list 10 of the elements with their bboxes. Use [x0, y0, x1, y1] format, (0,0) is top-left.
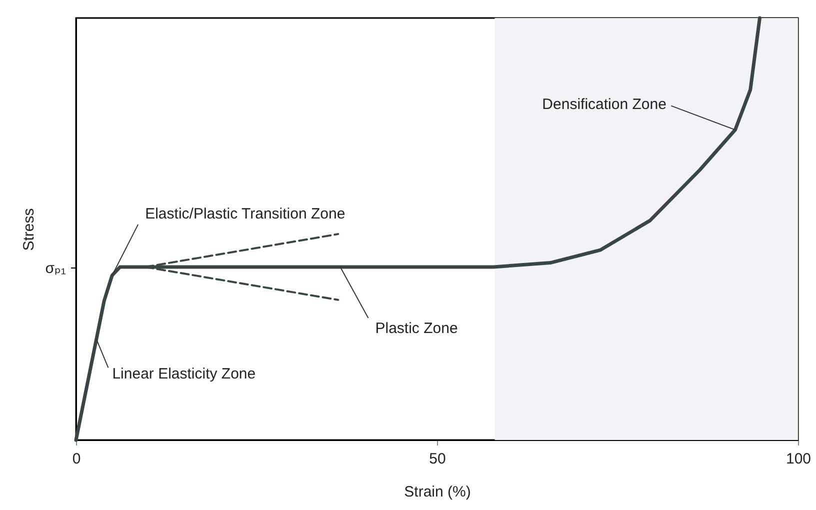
x-tick-label: 50 [429, 450, 446, 468]
x-axis-title: Strain (%) [404, 484, 471, 500]
annotation: Plastic Zone [375, 320, 458, 337]
annotation: Elastic/Plastic Transition Zone [145, 205, 346, 222]
text: σₚ₁ [45, 260, 66, 277]
y-axis-title: Stress [20, 208, 38, 251]
annotation: Densification Zone [542, 96, 666, 113]
annotation: Linear Elasticity Zone [112, 366, 256, 383]
x-tick-label: 100 [786, 450, 812, 468]
x-tick-label: 0 [72, 450, 81, 468]
